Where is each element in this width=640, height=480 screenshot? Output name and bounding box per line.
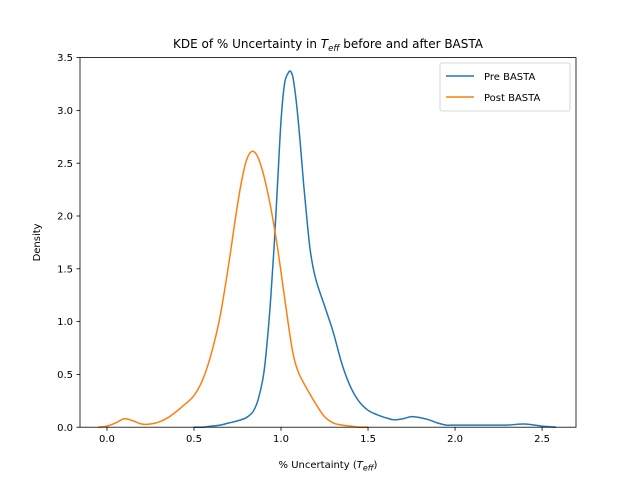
plot-area xyxy=(80,57,576,428)
y-tick-label: 1.5 xyxy=(57,264,73,275)
series-layer xyxy=(98,70,557,429)
chart-title-tail: before and after BASTA xyxy=(339,37,483,51)
chart-title-var: T xyxy=(321,37,330,51)
plot-frame xyxy=(79,57,577,428)
y-tick-label: 1.0 xyxy=(57,317,73,328)
series-line-pre-basta xyxy=(193,70,557,429)
x-axis: 0.0 0.5 1.0 1.5 2.0 2.5 xyxy=(99,427,550,445)
x-axis-label-main: % Uncertainty ( xyxy=(279,460,357,471)
x-tick-label: 2.0 xyxy=(447,434,463,445)
x-tick-label: 1.5 xyxy=(360,434,376,445)
x-tick-label: 1.0 xyxy=(273,434,289,445)
legend-label-post-basta: Post BASTA xyxy=(484,93,540,104)
x-axis-label-tail: ) xyxy=(374,460,378,471)
series-line-post-basta xyxy=(98,150,369,429)
legend-box xyxy=(439,62,571,112)
legend-label-pre-basta: Pre BASTA xyxy=(484,72,535,83)
chart-title-sub: eff xyxy=(328,44,340,54)
x-axis-label-sub: eff xyxy=(363,464,375,473)
y-tick-label: 3.5 xyxy=(57,53,73,64)
x-tick-label: 0.5 xyxy=(186,434,202,445)
y-axis-label: Density xyxy=(32,223,43,261)
y-axis: 0.0 0.5 1.0 1.5 2.0 2.5 3.0 3.5 xyxy=(57,53,80,434)
y-tick-label: 0.0 xyxy=(57,423,73,434)
chart-title: KDE of % Uncertainty in Teff before and … xyxy=(173,37,484,54)
y-tick-label: 2.0 xyxy=(57,212,73,223)
x-axis-label-var: T xyxy=(357,460,364,471)
y-tick-label: 0.5 xyxy=(57,370,73,381)
x-tick-label: 0.0 xyxy=(99,434,115,445)
x-axis-label: % Uncertainty (Teff) xyxy=(279,460,378,473)
x-tick-label: 2.5 xyxy=(534,434,550,445)
y-tick-label: 3.0 xyxy=(57,106,73,117)
y-tick-label: 2.5 xyxy=(57,159,73,170)
legend: Pre BASTA Post BASTA xyxy=(439,62,571,112)
chart-title-main: KDE of % Uncertainty in xyxy=(173,37,321,51)
